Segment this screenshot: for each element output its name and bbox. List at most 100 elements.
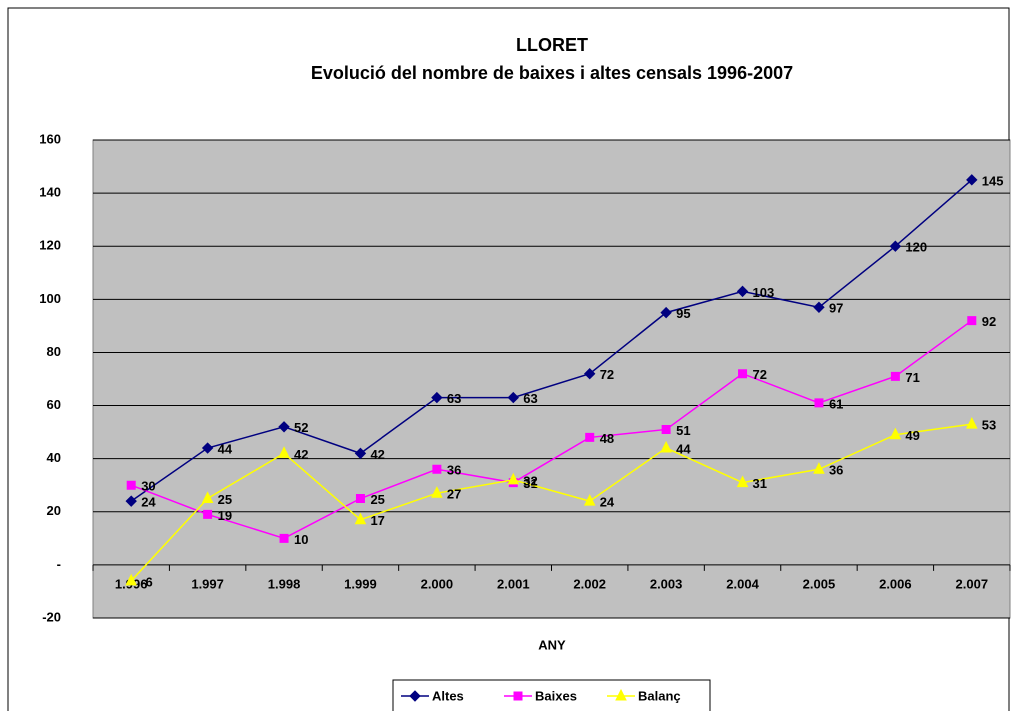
marker [125, 573, 138, 586]
marker [203, 509, 213, 519]
marker [738, 369, 748, 379]
y-tick-label: 120 [39, 238, 61, 253]
marker [813, 462, 825, 474]
legend-label: Baixes [535, 688, 577, 703]
legend-marker [615, 688, 627, 701]
data-label: 71 [905, 370, 919, 385]
marker [279, 533, 289, 543]
marker [507, 472, 520, 485]
data-label: 48 [600, 431, 614, 446]
y-tick-label: 100 [39, 291, 61, 306]
data-label: 145 [982, 173, 1004, 188]
marker [890, 371, 900, 381]
marker [813, 301, 825, 314]
legend-marker [513, 691, 523, 701]
marker [967, 316, 977, 326]
x-tick-label: 1.997 [191, 576, 224, 591]
data-label: 30 [141, 479, 155, 494]
data-label: 24 [600, 495, 615, 510]
data-label: 92 [982, 314, 996, 329]
x-tick-label: 1.998 [268, 576, 301, 591]
chart-title: LLORET [516, 35, 588, 55]
y-tick-label: 160 [39, 131, 61, 146]
data-label: 63 [523, 391, 537, 406]
series-line [130, 423, 972, 582]
marker [889, 240, 902, 252]
data-label: 36 [829, 463, 843, 478]
data-label: 25 [370, 492, 384, 507]
marker [736, 475, 749, 488]
marker [585, 432, 595, 442]
marker [584, 367, 596, 380]
chart-subtitle: Evolució del nombre de baixes i altes ce… [311, 63, 793, 83]
data-label: 53 [982, 418, 996, 433]
x-tick-label: 2.000 [421, 576, 454, 591]
x-tick-label: 2.007 [956, 576, 989, 591]
data-label: 24 [141, 495, 156, 510]
x-tick-label: 2.003 [650, 576, 683, 591]
x-tick-label: 2.005 [803, 576, 836, 591]
marker [201, 442, 214, 454]
data-label: 120 [905, 240, 927, 255]
legend-label: Altes [432, 688, 464, 703]
data-label: 72 [600, 367, 614, 382]
marker [278, 446, 290, 458]
x-axis-label: ANY [538, 637, 566, 652]
y-tick-label: 80 [47, 344, 61, 359]
marker [736, 285, 749, 298]
marker [431, 391, 443, 404]
marker [278, 421, 290, 433]
data-label: 97 [829, 301, 843, 316]
x-tick-label: 2.006 [879, 576, 912, 591]
data-label: 17 [370, 513, 384, 528]
marker [583, 494, 596, 506]
y-tick-label: 60 [47, 397, 61, 412]
marker [355, 494, 365, 503]
marker [431, 486, 443, 498]
marker [965, 417, 978, 429]
plot-area [92, 139, 1011, 619]
data-label: 42 [294, 447, 308, 462]
y-tick-label: 140 [39, 185, 61, 200]
data-label: 27 [447, 487, 461, 502]
marker [966, 174, 978, 186]
x-tick-label: 2.004 [726, 576, 759, 591]
data-label: 61 [829, 396, 843, 411]
data-label: 44 [218, 441, 233, 456]
data-label: 36 [447, 463, 461, 478]
x-tick-label: 2.002 [573, 576, 606, 591]
data-label: 72 [753, 367, 767, 382]
data-label: 32 [523, 473, 537, 488]
y-tick-label: - [57, 556, 61, 571]
series-line [130, 179, 973, 502]
marker [354, 447, 367, 460]
y-tick-label: 40 [47, 450, 61, 465]
data-label: 52 [294, 420, 308, 435]
data-label: 31 [753, 476, 767, 491]
legend-label: Balanç [638, 688, 681, 703]
marker [125, 495, 137, 507]
legend-marker [409, 690, 421, 702]
marker [889, 427, 902, 440]
marker [660, 306, 672, 319]
marker [432, 464, 442, 474]
x-tick-label: 2.001 [497, 576, 530, 591]
data-label: 25 [218, 492, 232, 507]
y-tick-label: 20 [47, 503, 61, 518]
x-tick-label: 1.999 [344, 576, 377, 591]
data-label: 63 [447, 391, 461, 406]
marker [661, 424, 671, 434]
data-label: 49 [905, 428, 919, 443]
data-label: 103 [753, 285, 775, 300]
marker [660, 440, 672, 453]
data-label: 51 [676, 423, 690, 438]
marker [507, 391, 519, 404]
data-label: 44 [676, 441, 691, 456]
data-label: -6 [141, 574, 153, 589]
data-label: 42 [370, 447, 384, 462]
y-tick-label: -20 [42, 609, 61, 624]
marker [201, 491, 214, 503]
data-label: 95 [676, 306, 690, 321]
